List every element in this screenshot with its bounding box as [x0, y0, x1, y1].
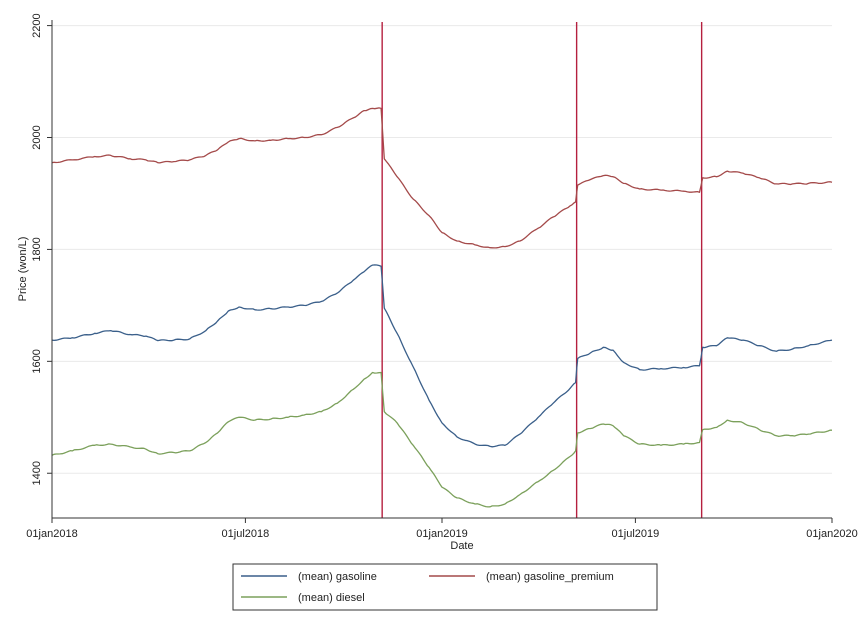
legend-box — [232, 563, 658, 611]
legend: (mean) gasoline (mean) gasoline_premium (m… — [232, 563, 658, 611]
gridlines — [52, 25, 832, 474]
series-lines — [51, 107, 833, 508]
series-line-mean-diesel — [51, 371, 832, 508]
y-tick-label: 1600 — [31, 349, 43, 373]
legend-label: (mean) gasoline — [298, 571, 377, 583]
series-line-mean-gasoline_premium — [51, 107, 833, 249]
y-axis-title: Price (won/L) — [17, 237, 29, 302]
y-tick-label: 2000 — [31, 125, 43, 149]
y-tick-label: 1400 — [31, 461, 43, 485]
policy-vertical-lines — [381, 22, 703, 518]
y-tick-label: 1800 — [31, 237, 43, 261]
x-tick-label: 01jul2018 — [222, 528, 270, 540]
x-tick-label: 01jan2019 — [416, 528, 467, 540]
legend-label: (mean) diesel — [298, 592, 365, 604]
x-tick-label: 01jan2020 — [806, 528, 857, 540]
y-tick-label: 2200 — [31, 13, 43, 37]
axes: 1400 1600 1800 2000 2200 01jan2018 01jul2018 01… — [17, 13, 858, 552]
x-axis-title: Date — [450, 540, 473, 552]
legend-label: (mean) gasoline_premium — [486, 571, 614, 583]
series-line-mean-gasoline — [51, 264, 833, 448]
x-tick-label: 01jan2018 — [26, 528, 77, 540]
x-tick-label: 01jul2019 — [612, 528, 660, 540]
